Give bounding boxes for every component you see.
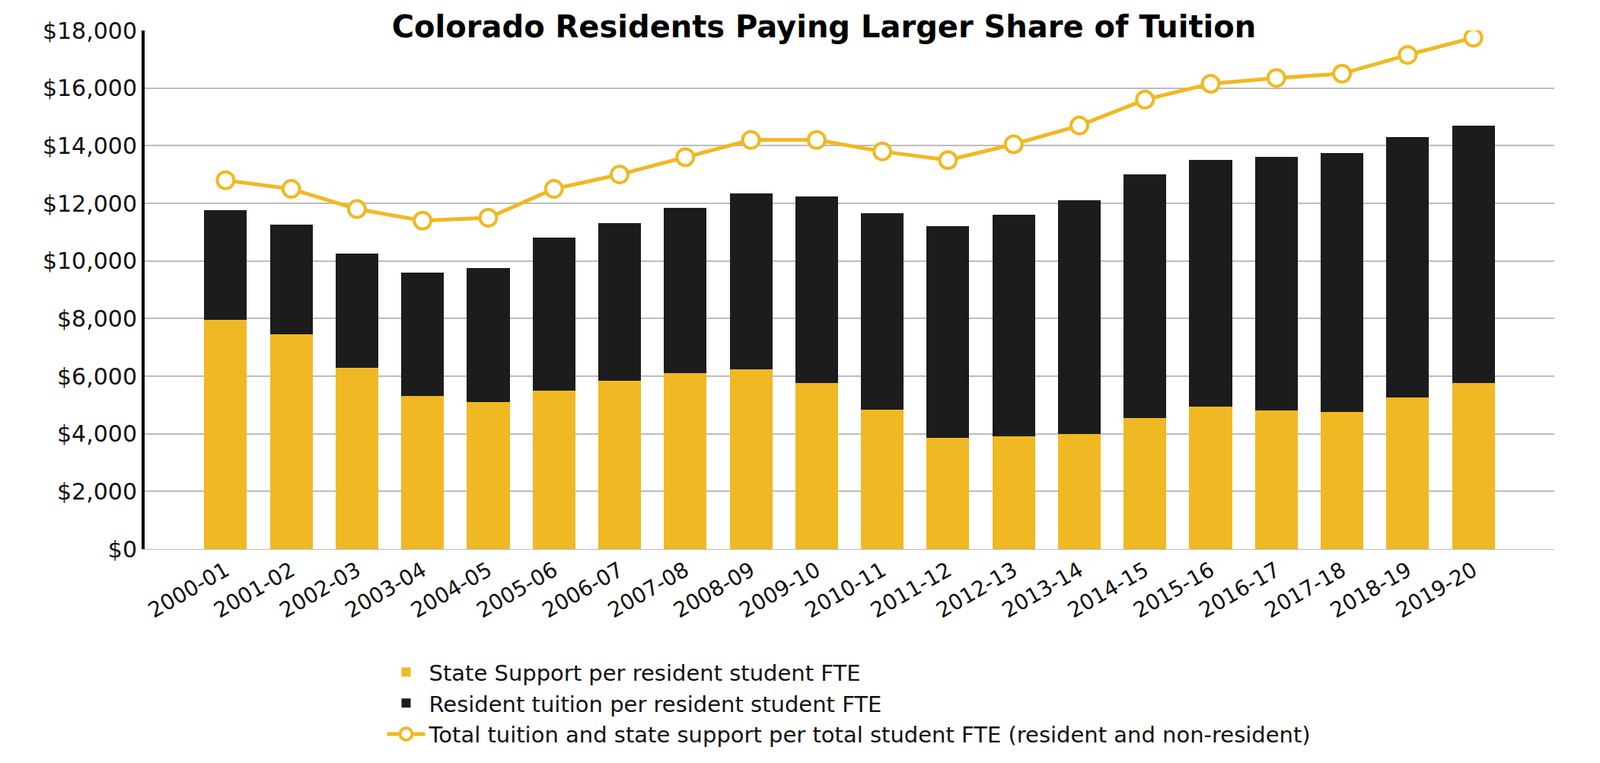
svg-text:$18,000: $18,000 [42,17,138,45]
svg-text:2019-20: 2019-20 [1391,556,1482,623]
svg-text:$0: $0 [108,535,138,563]
svg-text:$16,000: $16,000 [42,74,138,102]
svg-text:State Support per resident stu: State Support per resident student FTE [429,659,861,686]
svg-text:$12,000: $12,000 [42,190,138,217]
svg-text:2005-06: 2005-06 [471,556,562,623]
svg-text:2012-13: 2012-13 [931,556,1022,623]
svg-text:2003-04: 2003-04 [341,556,431,623]
svg-text:2014-15: 2014-15 [1063,556,1154,623]
svg-text:2013-14: 2013-14 [997,556,1088,623]
svg-text:2008-09: 2008-09 [669,556,759,623]
svg-text:Resident tuition per resident: Resident tuition per resident student FT… [429,691,883,718]
svg-text:$2,000: $2,000 [57,478,138,505]
svg-text:2018-19: 2018-19 [1325,556,1416,623]
svg-text:$8,000: $8,000 [57,305,138,332]
svg-text:2006-07: 2006-07 [538,556,628,623]
svg-text:2002-03: 2002-03 [275,556,366,623]
svg-text:$10,000: $10,000 [42,247,138,275]
svg-text:2017-18: 2017-18 [1260,556,1351,623]
svg-text:Colorado Residents Paying Larg: Colorado Residents Paying Larger Share o… [392,9,1257,45]
svg-text:2015-16: 2015-16 [1128,556,1219,623]
svg-text:2004-05: 2004-05 [406,556,497,623]
svg-text:$6,000: $6,000 [57,363,138,390]
svg-text:2009-10: 2009-10 [735,556,826,623]
svg-text:Total tuition and state suppor: Total tuition and state support per tota… [428,721,1311,748]
svg-text:$4,000: $4,000 [57,420,138,447]
svg-text:2001-02: 2001-02 [209,556,300,623]
svg-text:2000-01: 2000-01 [143,556,234,623]
svg-text:2010-11: 2010-11 [800,556,891,623]
svg-text:2011-12: 2011-12 [866,556,957,623]
svg-text:$14,000: $14,000 [42,132,138,160]
svg-text:2016-17: 2016-17 [1194,556,1285,623]
svg-text:2007-08: 2007-08 [603,556,694,623]
